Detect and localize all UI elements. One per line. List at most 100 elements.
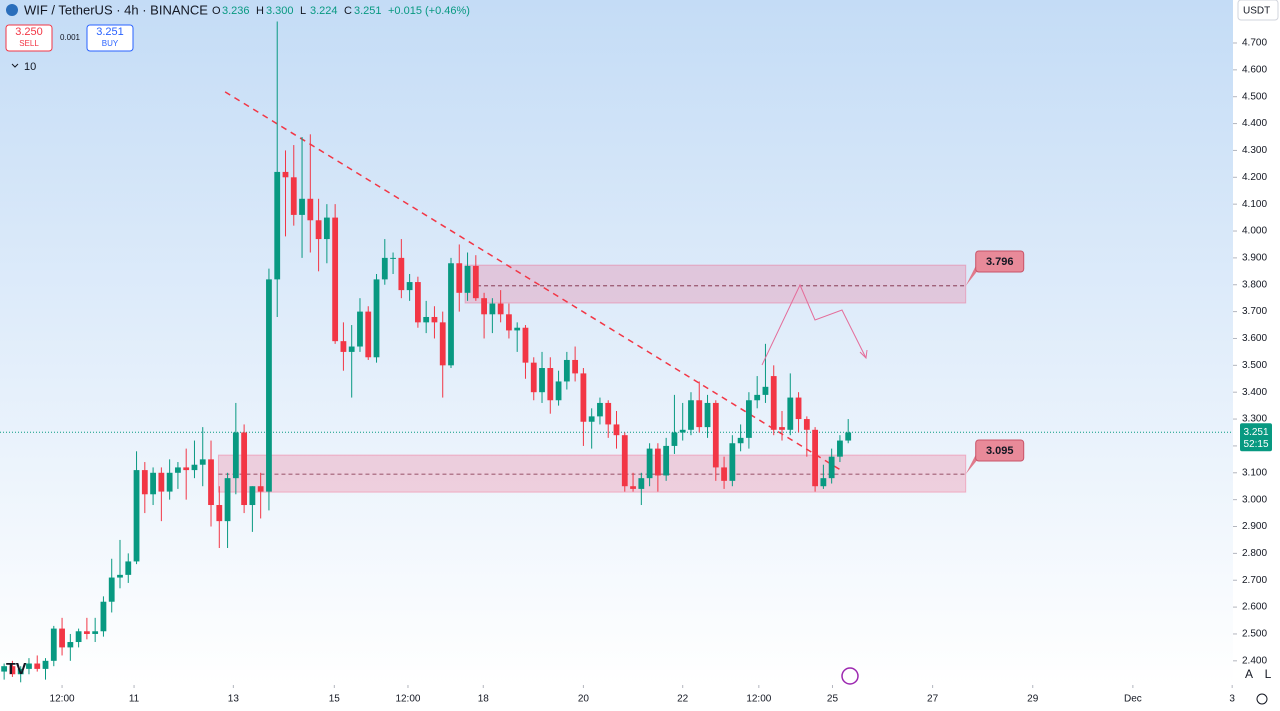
candle-body bbox=[9, 666, 16, 675]
x-tick-label: Dec bbox=[1124, 694, 1142, 705]
candle-body bbox=[166, 472, 173, 492]
candle-body bbox=[431, 316, 438, 323]
ohlc-value: 3.300 bbox=[266, 5, 294, 17]
candle-body bbox=[572, 359, 579, 374]
candle-body bbox=[481, 298, 487, 315]
buy-label: BUY bbox=[102, 39, 119, 48]
candle-body bbox=[158, 472, 165, 492]
ohlc-key: H bbox=[256, 5, 264, 17]
x-tick-label: 25 bbox=[827, 694, 839, 705]
ohlc-value: 3.224 bbox=[310, 5, 338, 17]
event-icon[interactable] bbox=[841, 667, 859, 685]
y-tick-label: 3.700 bbox=[1242, 306, 1267, 317]
symbol-icon bbox=[6, 4, 18, 16]
candle-body bbox=[274, 171, 281, 280]
candle-body bbox=[75, 631, 82, 643]
candle-body bbox=[59, 628, 65, 648]
sell-label: SELL bbox=[19, 39, 39, 48]
y-tick-label: 4.500 bbox=[1242, 91, 1267, 102]
zone-tag-label: 3.796 bbox=[986, 256, 1014, 268]
y-tick-label: 2.900 bbox=[1242, 521, 1267, 532]
candle-body bbox=[290, 177, 297, 215]
y-tick-label: 3.600 bbox=[1242, 333, 1267, 344]
candle-body bbox=[357, 311, 363, 347]
candle-body bbox=[754, 394, 761, 401]
candle-body bbox=[381, 257, 388, 280]
y-tick-label: 2.400 bbox=[1242, 655, 1267, 666]
candle-body bbox=[464, 265, 471, 293]
candle-body bbox=[117, 574, 123, 578]
candle-body bbox=[646, 448, 653, 479]
candle-body bbox=[762, 386, 769, 395]
y-tick-label: 4.000 bbox=[1242, 226, 1267, 237]
candle-body bbox=[787, 397, 794, 430]
candle-body bbox=[34, 663, 41, 669]
candle-body bbox=[679, 429, 686, 433]
countdown: 52:15 bbox=[1243, 439, 1268, 450]
candle-body bbox=[663, 445, 670, 476]
candle-body bbox=[315, 220, 322, 240]
x-tick-label: 12:00 bbox=[395, 694, 420, 705]
candle-body bbox=[414, 282, 421, 323]
candle-body bbox=[696, 400, 703, 428]
candle-body bbox=[712, 402, 719, 468]
candle-body bbox=[50, 628, 57, 661]
auto-scale[interactable]: A bbox=[1245, 667, 1253, 681]
candle-body bbox=[423, 316, 430, 323]
candle-body bbox=[249, 486, 256, 506]
candle-body bbox=[83, 631, 90, 634]
candle-body bbox=[489, 303, 496, 315]
candle-body bbox=[654, 448, 661, 476]
zone bbox=[217, 454, 967, 493]
currency-label: USDT bbox=[1243, 6, 1270, 17]
candle-body bbox=[621, 435, 628, 487]
candle-body bbox=[803, 419, 810, 430]
candle-body bbox=[837, 440, 843, 457]
y-tick-label: 3.100 bbox=[1242, 467, 1267, 478]
candle-body bbox=[332, 217, 339, 342]
candle-body bbox=[456, 263, 463, 293]
projection-arrowhead bbox=[859, 349, 868, 360]
currency-button[interactable] bbox=[1237, 0, 1279, 21]
y-tick-label: 3.300 bbox=[1242, 414, 1267, 425]
x-tick-label: 22 bbox=[677, 694, 689, 705]
candle-body bbox=[406, 282, 413, 291]
candle-body bbox=[779, 427, 785, 430]
log-scale[interactable]: L bbox=[1265, 667, 1272, 681]
candle-body bbox=[580, 373, 587, 422]
candle-body bbox=[770, 376, 777, 430]
candle-body bbox=[42, 660, 49, 669]
y-tick-label: 3.400 bbox=[1242, 387, 1267, 398]
x-tick-label: 18 bbox=[478, 694, 490, 705]
settings-icon[interactable] bbox=[1256, 693, 1268, 705]
y-tick-label: 2.700 bbox=[1242, 575, 1267, 586]
x-tick-label: 15 bbox=[329, 694, 341, 705]
candle-body bbox=[547, 368, 554, 401]
candle-body bbox=[150, 472, 156, 495]
ohlc-value: 3.251 bbox=[354, 5, 382, 17]
ohlc-key: C bbox=[344, 5, 352, 17]
sell-button[interactable] bbox=[5, 24, 53, 52]
candle-body bbox=[704, 402, 711, 428]
candle-body bbox=[365, 311, 372, 358]
candle-body bbox=[373, 279, 380, 358]
candle-body bbox=[563, 359, 570, 382]
y-tick-label: 3.800 bbox=[1242, 279, 1267, 290]
indicator-chevron[interactable] bbox=[11, 63, 19, 68]
candle-body bbox=[26, 663, 32, 669]
candle-body bbox=[216, 505, 223, 522]
y-tick-label: 4.300 bbox=[1242, 145, 1267, 156]
candle-body bbox=[390, 257, 396, 259]
y-tick-label: 3.900 bbox=[1242, 253, 1267, 264]
candle-body bbox=[539, 368, 545, 393]
buy-button[interactable] bbox=[86, 24, 134, 52]
candle-body bbox=[398, 257, 405, 291]
projection-path bbox=[761, 283, 867, 366]
zone-tag bbox=[975, 250, 1025, 273]
candle-body bbox=[282, 171, 289, 178]
candle-body bbox=[555, 381, 562, 401]
x-tick-label: 12:00 bbox=[50, 694, 75, 705]
candle-body bbox=[92, 631, 99, 634]
y-tick-label: 4.600 bbox=[1242, 64, 1267, 75]
y-tick-label: 3.000 bbox=[1242, 494, 1267, 505]
